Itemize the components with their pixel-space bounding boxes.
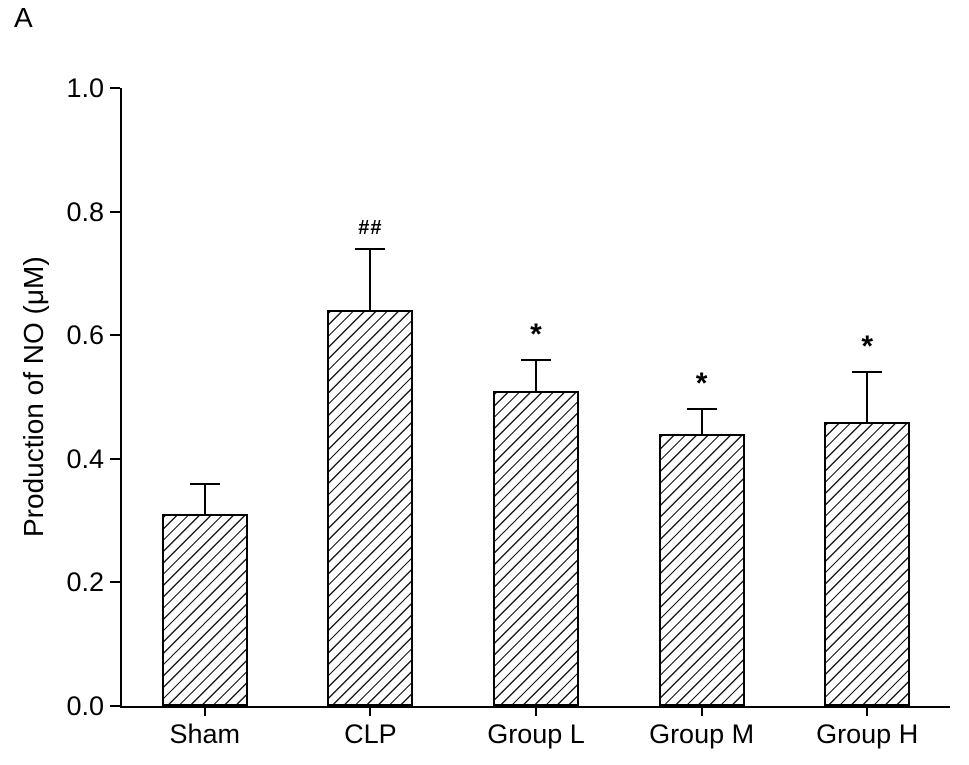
y-tick-label: 0.2 bbox=[66, 567, 104, 598]
significance-marker-group-m: * bbox=[695, 367, 708, 401]
y-axis-label: Production of NO (μM) bbox=[18, 256, 49, 538]
y-tick bbox=[110, 334, 120, 337]
x-tick-group-l bbox=[535, 708, 537, 716]
bar-sham bbox=[161, 514, 248, 706]
y-tick-label: 0.0 bbox=[66, 691, 104, 721]
y-tick bbox=[110, 210, 120, 213]
error-cap-sham bbox=[189, 482, 220, 485]
x-category-label-group-h: Group H bbox=[816, 719, 919, 749]
error-bar-group-h bbox=[866, 372, 869, 422]
significance-marker-group-h: * bbox=[861, 330, 874, 364]
x-tick-sham bbox=[203, 708, 206, 716]
bar-group-h bbox=[824, 421, 911, 706]
x-tick-group-h bbox=[866, 708, 869, 716]
x-tick-clp bbox=[369, 708, 372, 716]
error-cap-group-m bbox=[686, 408, 717, 411]
bar-clp bbox=[327, 310, 414, 706]
y-axis-line bbox=[120, 88, 122, 708]
y-tick-label: 1.0 bbox=[66, 73, 104, 103]
error-bar-clp bbox=[369, 248, 372, 311]
bar-group-l bbox=[493, 390, 579, 706]
x-category-label-group-l: Group L bbox=[487, 719, 585, 749]
x-category-label-sham: Sham bbox=[169, 719, 241, 749]
error-bar-sham bbox=[203, 483, 206, 515]
x-tick-group-m bbox=[700, 708, 703, 716]
error-bar-group-m bbox=[700, 409, 703, 435]
y-tick-label: 0.8 bbox=[66, 196, 104, 227]
x-axis-line bbox=[120, 706, 950, 708]
bar-group-m bbox=[658, 434, 745, 706]
y-tick-label: 0.6 bbox=[66, 320, 104, 351]
significance-marker-group-l: * bbox=[530, 317, 542, 351]
error-cap-clp bbox=[355, 247, 386, 250]
x-category-label-group-m: Group M bbox=[649, 719, 755, 749]
panel-label: A bbox=[14, 2, 33, 33]
y-tick-label: 0.4 bbox=[66, 443, 104, 474]
error-cap-group-l bbox=[521, 358, 551, 361]
y-tick bbox=[110, 705, 120, 707]
error-cap-group-h bbox=[852, 371, 883, 374]
x-category-label-clp: CLP bbox=[344, 719, 397, 749]
y-tick bbox=[110, 87, 120, 89]
significance-marker-clp: ## bbox=[358, 216, 383, 239]
y-tick bbox=[110, 457, 120, 460]
error-bar-group-l bbox=[535, 359, 537, 391]
y-tick bbox=[110, 581, 120, 584]
